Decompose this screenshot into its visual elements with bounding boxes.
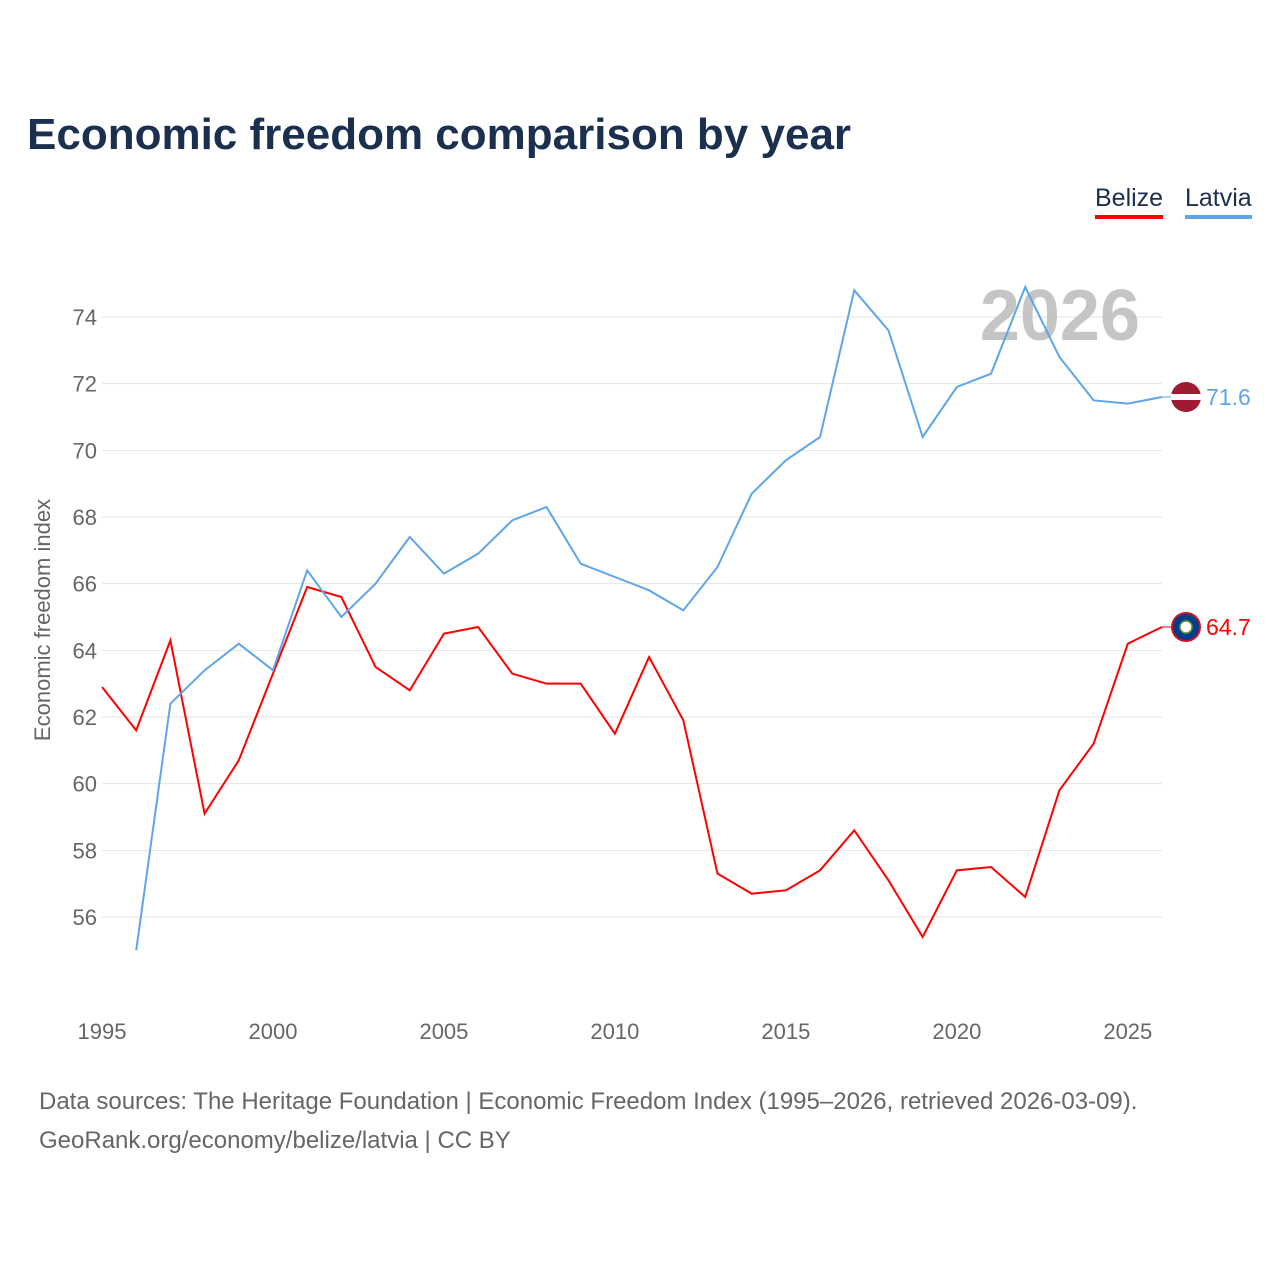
latvia-flag-stripe xyxy=(1171,394,1201,400)
x-tick-label: 2015 xyxy=(761,1019,810,1044)
year-watermark: 2026 xyxy=(980,276,1140,356)
x-tick-label: 1995 xyxy=(78,1019,127,1044)
line-chart: 56 58 60 62 64 66 68 70 72 74 1995 2000 2005 2010 2015… xyxy=(30,276,1251,1044)
y-tick-label: 66 xyxy=(73,572,97,597)
x-tick-label: 2005 xyxy=(419,1019,468,1044)
y-tick-label: 70 xyxy=(73,438,97,463)
y-tick-label: 74 xyxy=(73,305,97,330)
y-tick-label: 72 xyxy=(73,372,97,397)
y-axis-label: Economic freedom index xyxy=(30,499,55,741)
source-text: Data sources: The Heritage Foundation | … xyxy=(39,1088,1138,1115)
series-line-belize xyxy=(101,585,1163,940)
y-tick-label: 62 xyxy=(73,705,97,730)
y-tick-label: 60 xyxy=(73,772,97,797)
x-tick-label: 2025 xyxy=(1103,1019,1152,1044)
x-tick-label: 2020 xyxy=(932,1019,981,1044)
belize-flag-emblem xyxy=(1179,620,1193,634)
x-tick-label: 2000 xyxy=(248,1019,297,1044)
legend-belize[interactable]: Belize xyxy=(1095,184,1164,219)
y-tick-label: 58 xyxy=(73,838,97,863)
x-tick-label: 2010 xyxy=(590,1019,639,1044)
y-tick-label: 56 xyxy=(73,905,97,930)
legend-latvia[interactable]: Latvia xyxy=(1185,184,1252,219)
y-tick-label: 68 xyxy=(73,505,97,530)
chart-title: Economic freedom comparison by year xyxy=(27,110,852,159)
end-value-label-belize: 64.7 xyxy=(1206,614,1251,640)
y-tick-label: 64 xyxy=(73,638,97,663)
end-value-label-latvia: 71.6 xyxy=(1206,384,1251,410)
source-link[interactable]: GeoRank.org/economy/belize/latvia | CC B… xyxy=(39,1127,511,1154)
series-line-latvia xyxy=(135,284,1163,951)
